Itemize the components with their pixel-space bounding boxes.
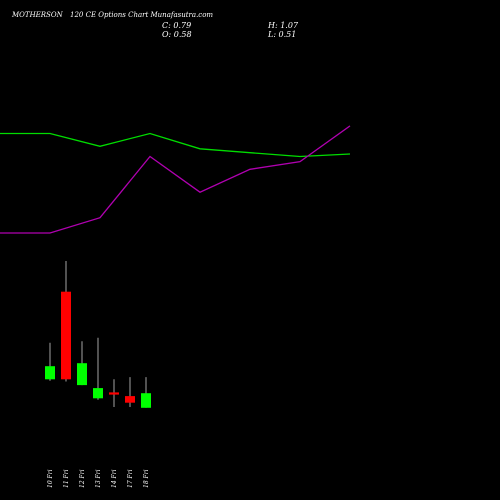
x-tick-labels: 10 Fri 11 Fri 12 Fri 13 Fri 14 Fri 17 Fri 18 F… bbox=[47, 469, 150, 488]
low-label: L: 0.51 bbox=[268, 30, 297, 39]
x-tick-label: 14 Fri bbox=[111, 469, 118, 488]
candle-5 bbox=[109, 379, 119, 407]
header-symbol: MOTHERSON bbox=[12, 11, 63, 19]
x-tick-label: 12 Fri bbox=[79, 469, 86, 488]
candle-3 bbox=[77, 341, 87, 386]
candle-body bbox=[93, 388, 103, 399]
high-label: H: 1.07 bbox=[268, 21, 299, 30]
x-tick-label: 11 Fri bbox=[63, 469, 70, 488]
header-title: 120 CE Options Chart Munafasutra.com bbox=[70, 11, 214, 19]
x-tick-label: 17 Fri bbox=[127, 469, 134, 488]
indicator-lines bbox=[0, 125, 351, 234]
candle-7 bbox=[141, 377, 151, 408]
x-tick-label: 18 Fri bbox=[143, 469, 150, 488]
candle-6 bbox=[125, 377, 135, 407]
magenta-indicator-line bbox=[0, 125, 351, 234]
candle-2 bbox=[61, 261, 71, 382]
x-tick-label: 13 Fri bbox=[95, 469, 102, 488]
candle-body bbox=[125, 396, 135, 403]
candle-body bbox=[77, 363, 87, 386]
close-label: C: 0.79 bbox=[162, 21, 192, 30]
candle-body bbox=[109, 392, 119, 395]
green-indicator-line bbox=[0, 132, 351, 158]
candles bbox=[45, 261, 151, 408]
candle-body bbox=[141, 393, 151, 408]
open-label: O: 0.58 bbox=[162, 30, 192, 39]
candle-body bbox=[45, 366, 55, 380]
x-tick-label: 10 Fri bbox=[47, 469, 54, 488]
candle-4 bbox=[93, 337, 103, 400]
candle-1 bbox=[45, 342, 55, 381]
candle-body bbox=[61, 291, 71, 380]
